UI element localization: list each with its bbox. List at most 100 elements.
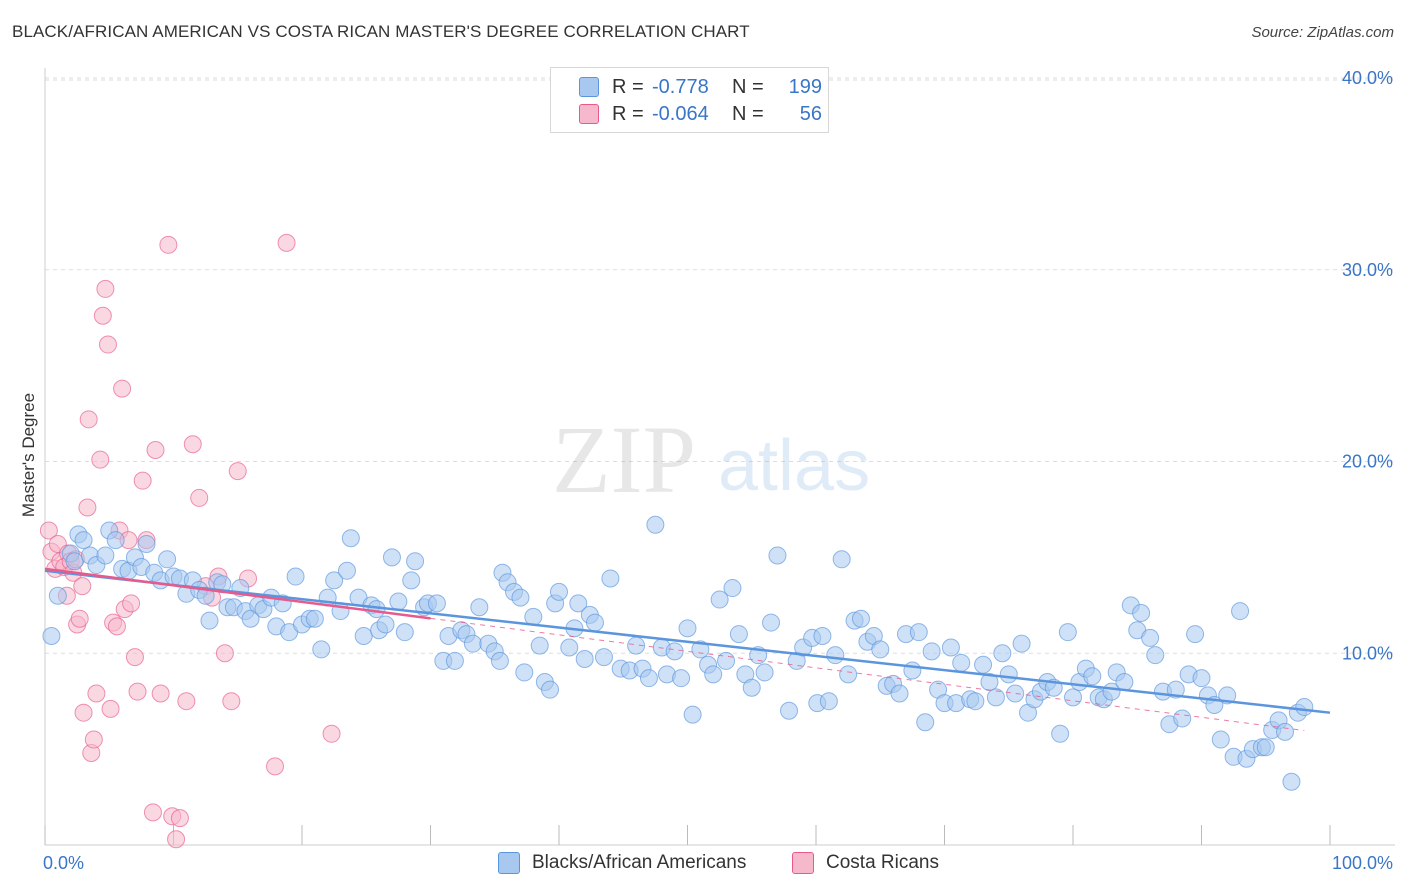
data-point-blacks	[382, 548, 401, 567]
data-point-costa-ricans	[151, 684, 170, 703]
data-point-costa-ricans	[266, 757, 285, 776]
data-point-costa-ricans	[170, 809, 189, 828]
data-point-blacks	[74, 531, 93, 550]
data-point-blacks	[511, 588, 530, 607]
data-point-blacks	[305, 609, 324, 628]
tick-labels: 10.0% 20.0% 30.0% 40.0% 0.0% 100.0%	[43, 68, 1393, 873]
data-point-blacks	[1051, 724, 1070, 743]
data-point-blacks	[890, 684, 909, 703]
data-point-blacks	[922, 642, 941, 661]
watermark: ZIP atlas	[552, 406, 870, 513]
data-point-blacks	[1231, 602, 1250, 621]
legend-r-label: R =	[612, 75, 644, 98]
data-point-blacks	[952, 653, 971, 672]
data-point-blacks	[704, 665, 723, 684]
trendline-blacks	[44, 569, 1331, 714]
legend-n-value: 56	[799, 102, 822, 125]
data-point-blacks	[916, 713, 935, 732]
legend-swatch-pink	[579, 104, 599, 124]
data-point-blacks	[1186, 625, 1205, 644]
data-point-blacks	[839, 665, 858, 684]
data-point-blacks	[683, 705, 702, 724]
data-point-blacks	[406, 552, 425, 571]
data-point-blacks	[1083, 667, 1102, 686]
data-point-costa-ricans	[167, 830, 186, 849]
data-point-costa-ricans	[96, 279, 115, 298]
y-tick-label: 30.0%	[1342, 260, 1393, 280]
data-point-blacks	[376, 615, 395, 634]
data-point-blacks	[241, 609, 260, 628]
data-point-blacks	[826, 646, 845, 665]
legend-label: Blacks/African Americans	[532, 852, 747, 873]
x-tick-label: 0.0%	[43, 853, 84, 873]
data-point-blacks	[337, 561, 356, 580]
data-point-blacks	[96, 546, 115, 565]
data-point-blacks	[1256, 738, 1275, 757]
data-point-costa-ricans	[228, 462, 247, 481]
data-point-costa-ricans	[91, 450, 110, 469]
data-point-blacks	[710, 590, 729, 609]
data-point-blacks	[909, 623, 928, 642]
data-point-costa-ricans	[128, 682, 147, 701]
data-point-blacks	[312, 640, 331, 659]
data-point-blacks	[594, 648, 613, 667]
data-point-blacks	[137, 534, 156, 553]
legend-r-label: R =	[612, 102, 644, 125]
legend-item-blacks[interactable]: Blacks/African Americans	[498, 852, 746, 874]
data-point-costa-ricans	[70, 609, 89, 628]
data-point-costa-ricans	[79, 410, 98, 429]
data-point-blacks	[42, 626, 61, 645]
data-point-blacks	[1282, 772, 1301, 791]
data-point-costa-ricans	[183, 435, 202, 454]
series-legend: Blacks/African Americans Costa Ricans	[0, 852, 1406, 878]
data-point-costa-ricans	[146, 440, 165, 459]
data-point-blacks	[196, 586, 215, 605]
trendline-costa-ricans	[44, 567, 431, 620]
legend-n-value: 199	[788, 75, 822, 98]
legend-label: Costa Ricans	[826, 852, 939, 873]
data-point-blacks	[762, 613, 781, 632]
data-point-blacks	[1166, 680, 1185, 699]
data-point-blacks	[402, 571, 421, 590]
x-tick-label: 100.0%	[1332, 853, 1393, 873]
data-point-blacks	[585, 613, 604, 632]
legend-item-costa-ricans[interactable]: Costa Ricans	[792, 852, 939, 874]
data-point-blacks	[1173, 709, 1192, 728]
data-point-blacks	[768, 546, 787, 565]
data-point-blacks	[993, 644, 1012, 663]
data-point-blacks	[106, 531, 125, 550]
data-point-blacks	[1064, 688, 1082, 707]
data-point-blacks	[575, 650, 594, 669]
data-point-blacks	[445, 651, 464, 670]
data-point-blacks	[813, 626, 832, 645]
data-point-blacks	[742, 678, 761, 697]
data-point-blacks	[832, 550, 851, 569]
data-point-blacks	[286, 567, 305, 586]
data-point-blacks	[986, 688, 1005, 707]
data-point-blacks	[1146, 646, 1165, 665]
data-point-costa-ricans	[159, 235, 178, 254]
data-point-blacks	[646, 515, 665, 534]
data-point-costa-ricans	[125, 648, 144, 667]
data-point-blacks	[515, 663, 534, 682]
data-point-blacks	[427, 594, 446, 613]
data-point-blacks	[65, 552, 84, 571]
data-point-blacks	[723, 579, 742, 598]
data-point-costa-ricans	[222, 692, 241, 711]
y-tick-label: 20.0%	[1342, 452, 1393, 472]
data-point-costa-ricans	[84, 730, 103, 749]
y-axis-title: Master's Degree	[19, 393, 38, 517]
data-point-blacks	[974, 655, 993, 674]
data-point-costa-ricans	[39, 521, 58, 540]
data-point-costa-ricans	[143, 803, 162, 822]
data-point-costa-ricans	[113, 379, 132, 398]
data-point-blacks	[1192, 669, 1211, 688]
data-point-blacks	[639, 669, 658, 688]
data-point-blacks	[601, 569, 620, 588]
gridlines	[45, 77, 1395, 654]
data-point-costa-ricans	[322, 724, 341, 743]
chart-title: BLACK/AFRICAN AMERICAN VS COSTA RICAN MA…	[12, 22, 750, 41]
data-point-costa-ricans	[215, 644, 234, 663]
watermark-zip: ZIP	[552, 406, 696, 513]
data-point-blacks	[729, 625, 748, 644]
